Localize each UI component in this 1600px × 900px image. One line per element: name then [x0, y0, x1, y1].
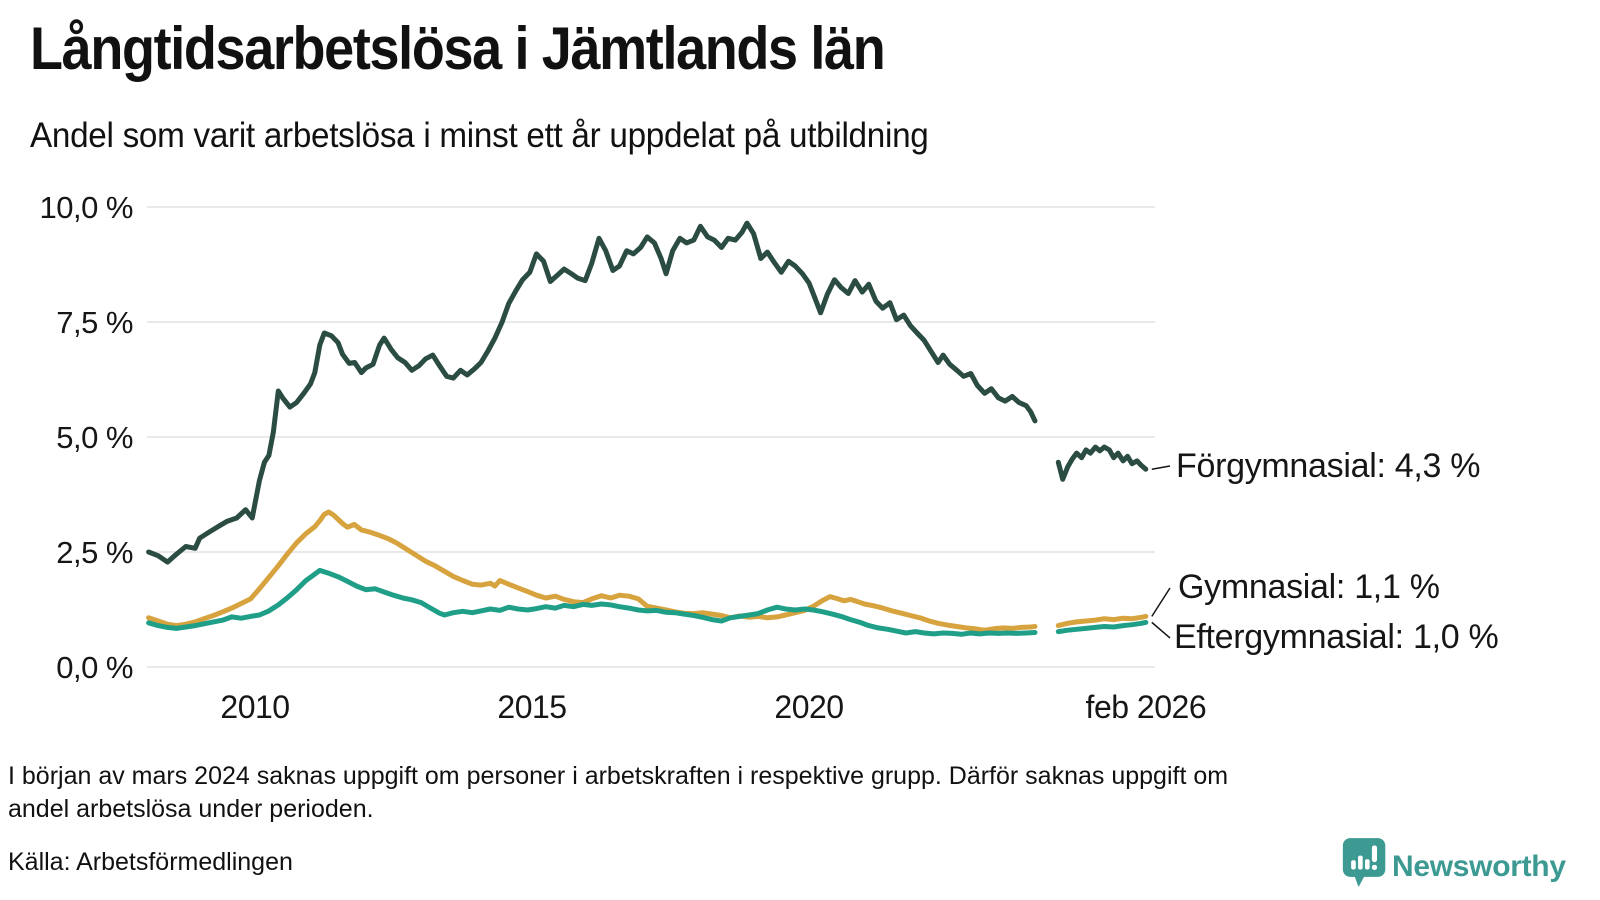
footnote-line-1: I början av mars 2024 saknas uppgift om …	[8, 762, 1229, 790]
series-label-eftergymnasial: Eftergymnasial: 1,0 %	[1174, 618, 1499, 656]
series-line-forgymnasial	[1055, 444, 1149, 482]
newsworthy-logo-text: Newsworthy	[1392, 850, 1566, 883]
x-tick-label: 2010	[220, 689, 289, 725]
source-text: Källa: Arbetsförmedlingen	[8, 848, 293, 876]
series-line-forgymnasial	[146, 220, 1038, 565]
newsworthy-logo: Newsworthy	[1341, 836, 1591, 892]
page-title: Långtidsarbetslösa i Jämtlands län	[30, 15, 886, 82]
y-tick-label: 0,0 %	[56, 650, 133, 685]
series-line-eftergymnasial	[1055, 619, 1149, 635]
y-tick-label: 7,5 %	[56, 305, 133, 340]
series-label-gymnasial: Gymnasial: 1,1 %	[1178, 568, 1440, 606]
series-label-forgymnasial: Förgymnasial: 4,3 %	[1176, 447, 1481, 485]
y-tick-label: 10,0 %	[39, 190, 133, 225]
x-tick-label: 2015	[497, 689, 566, 725]
newsworthy-bubble-icon	[1342, 838, 1386, 887]
series-line-eftergymnasial	[146, 567, 1038, 637]
footnote: I början av mars 2024 saknas uppgift om …	[8, 760, 1528, 826]
y-tick-label: 2,5 %	[56, 535, 133, 570]
x-tick-label: feb 2026	[1086, 689, 1207, 725]
x-tick-label: 2020	[774, 689, 843, 725]
label-connector-gymnasial	[1151, 587, 1171, 617]
y-tick-label: 5,0 %	[56, 420, 133, 455]
label-connector-eftergymnasial	[1151, 621, 1171, 639]
chart-subtitle: Andel som varit arbetslösa i minst ett å…	[30, 116, 929, 155]
series-line-gymnasial	[1055, 613, 1149, 629]
footnote-line-2: andel arbetslösa under perioden.	[8, 795, 374, 823]
series-line-gymnasial	[146, 509, 1038, 633]
label-connector-forgymnasial	[1151, 465, 1171, 470]
